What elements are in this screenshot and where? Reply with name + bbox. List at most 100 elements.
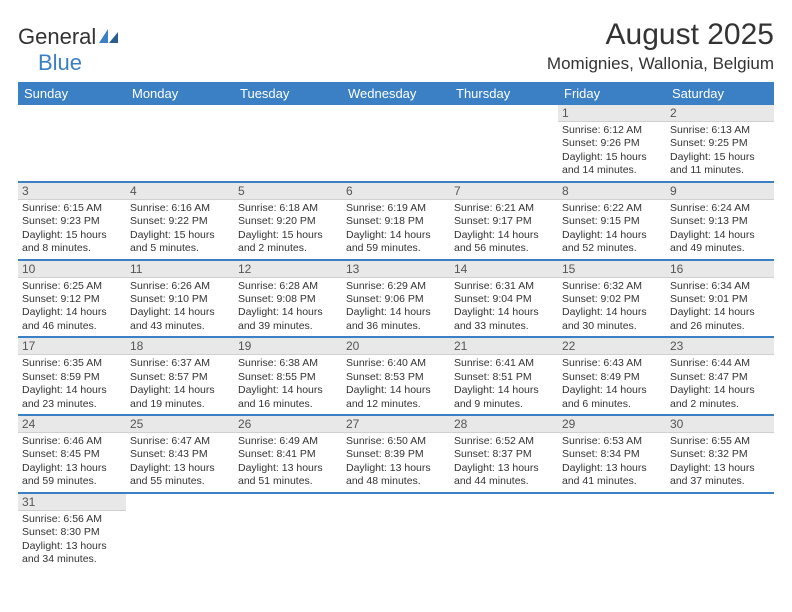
- sunrise-text: Sunrise: 6:46 AM: [22, 435, 122, 448]
- sunrise-text: Sunrise: 6:26 AM: [130, 280, 230, 293]
- calendar-cell: 30Sunrise: 6:55 AMSunset: 8:32 PMDayligh…: [666, 415, 774, 493]
- header: General August 2025 Momignies, Wallonia,…: [18, 18, 774, 74]
- daylight-text: Daylight: 13 hours and 51 minutes.: [238, 462, 338, 489]
- sunset-text: Sunset: 8:43 PM: [130, 448, 230, 461]
- sunrise-text: Sunrise: 6:55 AM: [670, 435, 770, 448]
- day-header: Thursday: [450, 82, 558, 105]
- sunset-text: Sunset: 9:10 PM: [130, 293, 230, 306]
- day-number: 3: [18, 183, 126, 200]
- calendar-cell: [450, 493, 558, 570]
- sunset-text: Sunset: 8:41 PM: [238, 448, 338, 461]
- calendar-cell: 18 Sunrise: 6:37 AMSunset: 8:57 PMDayligh…: [126, 337, 234, 415]
- day-number: 14: [450, 261, 558, 278]
- sunrise-text: Sunrise: 6:37 AM: [130, 357, 230, 370]
- calendar-cell: 22Sunrise: 6:43 AMSunset: 8:49 PMDayligh…: [558, 337, 666, 415]
- calendar-cell: 28Sunrise: 6:52 AMSunset: 8:37 PMDayligh…: [450, 415, 558, 493]
- sunset-text: Sunset: 9:01 PM: [670, 293, 770, 306]
- calendar-cell: [234, 493, 342, 570]
- daylight-text: Daylight: 13 hours and 48 minutes.: [346, 462, 446, 489]
- location: Momignies, Wallonia, Belgium: [547, 54, 774, 74]
- daylight-text: Daylight: 15 hours and 11 minutes.: [670, 151, 770, 178]
- calendar-cell: 11Sunrise: 6:26 AMSunset: 9:10 PMDayligh…: [126, 260, 234, 338]
- day-header: Wednesday: [342, 82, 450, 105]
- sunrise-text: Sunrise: 6:22 AM: [562, 202, 662, 215]
- daylight-text: Daylight: 14 hours and 12 minutes.: [346, 384, 446, 411]
- day-number: 26: [234, 416, 342, 433]
- day-number: 18: [126, 338, 234, 355]
- sunrise-text: Sunrise: 6:38 AM: [238, 357, 338, 370]
- calendar-cell: 26 Sunrise: 6:49 AMSunset: 8:41 PMDayligh…: [234, 415, 342, 493]
- sunset-text: Sunset: 8:34 PM: [562, 448, 662, 461]
- calendar-cell: [18, 105, 126, 182]
- daylight-text: Daylight: 13 hours and 34 minutes.: [22, 540, 122, 567]
- sunrise-text: Sunrise: 6:35 AM: [22, 357, 122, 370]
- daylight-text: Daylight: 14 hours and 16 minutes.: [238, 384, 338, 411]
- sunset-text: Sunset: 9:02 PM: [562, 293, 662, 306]
- calendar-week: 24 Sunrise: 6:46 AMSunset: 8:45 PM Dayligh…: [18, 415, 774, 493]
- daylight-text: Daylight: 13 hours and 41 minutes.: [562, 462, 662, 489]
- day-header: Sunday: [18, 82, 126, 105]
- sunset-text: Sunset: 9:13 PM: [670, 215, 770, 228]
- daylight-text: Daylight: 14 hours and 39 minutes.: [238, 306, 338, 333]
- calendar-cell: 16Sunrise: 6:34 AMSunset: 9:01 PMDayligh…: [666, 260, 774, 338]
- sunrise-text: Sunrise: 6:25 AM: [22, 280, 122, 293]
- day-number: 23: [666, 338, 774, 355]
- day-number: 10: [18, 261, 126, 278]
- sunset-text: Sunset: 9:17 PM: [454, 215, 554, 228]
- calendar-cell: 12Sunrise: 6:28 AMSunset: 9:08 PMDayligh…: [234, 260, 342, 338]
- sunset-text: Sunset: 8:51 PM: [454, 371, 554, 384]
- day-number: 22: [558, 338, 666, 355]
- calendar-cell: 2Sunrise: 6:13 AMSunset: 9:25 PMDaylight…: [666, 105, 774, 182]
- sunrise-text: Sunrise: 6:31 AM: [454, 280, 554, 293]
- calendar-cell: 19Sunrise: 6:38 AMSunset: 8:55 PMDayligh…: [234, 337, 342, 415]
- daylight-text: Daylight: 14 hours and 2 minutes.: [670, 384, 770, 411]
- sunrise-text: Sunrise: 6:21 AM: [454, 202, 554, 215]
- sunrise-text: Sunrise: 6:15 AM: [22, 202, 122, 215]
- calendar-week: 17Sunrise: 6:35 AMSunset: 8:59 PMDayligh…: [18, 337, 774, 415]
- daylight-text: Daylight: 14 hours and 9 minutes.: [454, 384, 554, 411]
- sunset-text: Sunset: 8:47 PM: [670, 371, 770, 384]
- sunset-text: Sunset: 9:04 PM: [454, 293, 554, 306]
- day-number: 2: [666, 105, 774, 122]
- calendar-cell: 21Sunrise: 6:41 AMSunset: 8:51 PMDayligh…: [450, 337, 558, 415]
- calendar-cell: 1Sunrise: 6:12 AMSunset: 9:26 PMDaylight…: [558, 105, 666, 182]
- calendar-cell: [666, 493, 774, 570]
- daylight-text: Daylight: 14 hours and 30 minutes.: [562, 306, 662, 333]
- day-number: 15: [558, 261, 666, 278]
- sunrise-text: Sunrise: 6:41 AM: [454, 357, 554, 370]
- day-number: 25: [126, 416, 234, 433]
- calendar-head: SundayMondayTuesdayWednesdayThursdayFrid…: [18, 82, 774, 105]
- calendar-cell: 5Sunrise: 6:18 AMSunset: 9:20 PMDaylight…: [234, 182, 342, 260]
- daylight-text: Daylight: 13 hours and 37 minutes.: [670, 462, 770, 489]
- calendar-cell: 10Sunrise: 6:25 AMSunset: 9:12 PMDayligh…: [18, 260, 126, 338]
- calendar-week: 31Sunrise: 6:56 AMSunset: 8:30 PMDayligh…: [18, 493, 774, 570]
- sunrise-text: Sunrise: 6:18 AM: [238, 202, 338, 215]
- daylight-text: Daylight: 13 hours and 44 minutes.: [454, 462, 554, 489]
- calendar-cell: 8Sunrise: 6:22 AMSunset: 9:15 PMDaylight…: [558, 182, 666, 260]
- calendar-cell: [342, 105, 450, 182]
- day-number: 11: [126, 261, 234, 278]
- daylight-text: Daylight: 15 hours and 2 minutes.: [238, 229, 338, 256]
- day-number: 28: [450, 416, 558, 433]
- calendar-cell: 15Sunrise: 6:32 AMSunset: 9:02 PMDayligh…: [558, 260, 666, 338]
- day-number: 31: [18, 494, 126, 511]
- sunset-text: Sunset: 9:08 PM: [238, 293, 338, 306]
- daylight-text: Daylight: 15 hours and 5 minutes.: [130, 229, 230, 256]
- sunrise-text: Sunrise: 6:44 AM: [670, 357, 770, 370]
- daylight-text: Daylight: 14 hours and 56 minutes.: [454, 229, 554, 256]
- sunset-text: Sunset: 8:49 PM: [562, 371, 662, 384]
- daylight-text: Daylight: 14 hours and 36 minutes.: [346, 306, 446, 333]
- calendar-cell: 7Sunrise: 6:21 AMSunset: 9:17 PMDaylight…: [450, 182, 558, 260]
- daylight-text: Daylight: 14 hours and 19 minutes.: [130, 384, 230, 411]
- sunset-text: Sunset: 8:45 PM: [22, 448, 122, 461]
- day-number: 17: [18, 338, 126, 355]
- sunrise-text: Sunrise: 6:49 AM: [238, 435, 338, 448]
- sunset-text: Sunset: 8:57 PM: [130, 371, 230, 384]
- sunset-text: Sunset: 9:25 PM: [670, 137, 770, 150]
- day-number: 24: [18, 416, 126, 433]
- calendar-week: 1Sunrise: 6:12 AMSunset: 9:26 PMDaylight…: [18, 105, 774, 182]
- sunset-text: Sunset: 9:26 PM: [562, 137, 662, 150]
- daylight-text: Daylight: 14 hours and 52 minutes.: [562, 229, 662, 256]
- day-number: 6: [342, 183, 450, 200]
- month-title: August 2025: [547, 18, 774, 52]
